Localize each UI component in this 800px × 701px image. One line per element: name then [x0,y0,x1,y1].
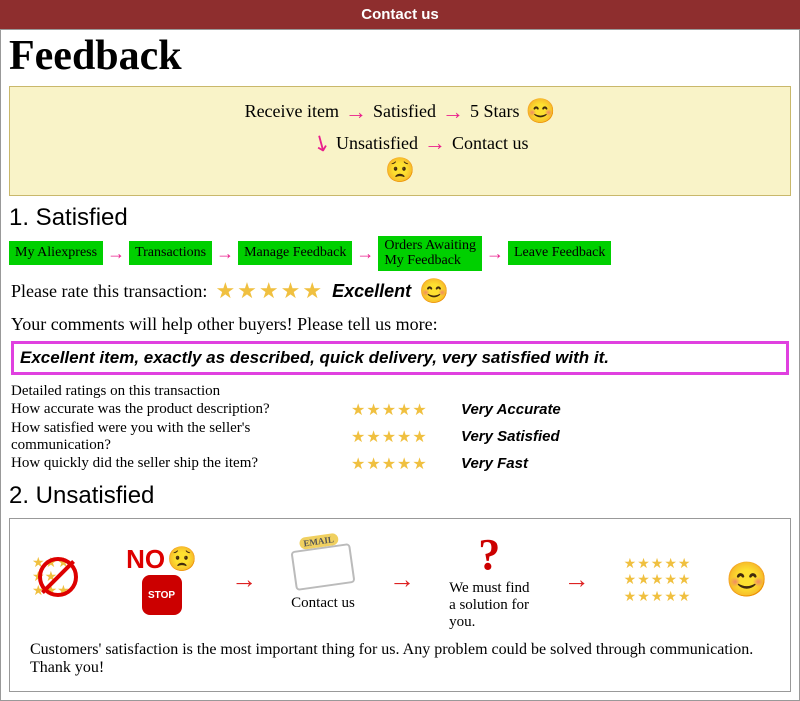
unsatisfied-box: ★★★★★★★★ NO 😟 STOP → Contact us → ? We m… [9,518,791,692]
stars-icon: ★★★★★ [351,454,461,474]
step-item: My Aliexpress [9,241,103,265]
arrow-icon: → [424,130,446,156]
page-title: Feedback [1,30,799,82]
arrow-red-icon: → [231,564,257,595]
arrow-diag-icon: ↘ [306,127,335,159]
big-smile-icon: 😊 [726,560,768,600]
rating-val: Very Accurate [461,401,561,418]
satisfied-heading: 1. Satisfied [1,200,799,236]
arrow-icon: → [107,243,125,264]
arrow-red-icon: → [389,564,415,595]
flow-five-stars: 5 Stars [470,101,520,122]
stars-icon: ★★★★★ [215,278,324,304]
rate-row: Please rate this transaction: ★★★★★ Exce… [1,271,799,312]
main-container: Feedback Receive item → Satisfied → 5 St… [0,29,800,701]
feedback-flow-box: Receive item → Satisfied → 5 Stars 😊 ↘ U… [9,86,791,196]
contact-block: Contact us [291,547,355,612]
arrow-icon: → [442,99,464,125]
rating-q: How quickly did the seller ship the item… [11,455,351,472]
flow-satisfied: Satisfied [373,101,436,122]
satisfied-steps: My Aliexpress → Transactions → Manage Fe… [1,236,799,271]
question-icon: ? [478,529,500,580]
no-stars-icon: ★★★★★★★★ [32,555,92,605]
footer-text: Customers' satisfaction is the most impo… [20,631,780,681]
email-icon [291,543,356,591]
stars-icon: ★★★★★ [351,427,461,447]
star-grid-icon: ★★★★★★★★★★★★★★★ [624,555,692,605]
comments-prompt: Your comments will help other buyers! Pl… [1,312,799,337]
rating-row: How satisfied were you with the seller's… [11,420,789,454]
unsat-flow: ★★★★★★★★ NO 😟 STOP → Contact us → ? We m… [20,529,780,631]
step-item: Transactions [129,241,212,265]
flow-receive: Receive item [245,101,339,122]
thinking-icon: 😟 [385,158,415,184]
rating-val: Very Satisfied [461,428,560,445]
arrow-icon: → [216,243,234,264]
rating-q: How satisfied were you with the seller's… [11,420,351,454]
no-label: NO [126,544,165,575]
arrow-red-icon: → [564,564,590,595]
flow-unsatisfied: Unsatisfied [336,133,418,154]
thinking-emoji-row: 😟 [30,156,770,185]
no-block: NO 😟 STOP [126,544,197,615]
arrow-icon: → [486,243,504,264]
rating-row: How quickly did the seller ship the item… [11,454,789,474]
header-bar: Contact us [0,0,800,29]
step-item: Orders AwaitingMy Feedback [378,236,482,271]
rating-row: How accurate was the product description… [11,400,789,420]
rating-val: Very Fast [461,455,528,472]
excellent-label: Excellent [332,281,411,302]
solution-block: ? We must find a solution for you. [449,529,529,631]
comment-box: Excellent item, exactly as described, qu… [11,341,789,375]
solution-label: We must find a solution for you. [449,580,529,631]
happy-icon: 😊 [419,277,449,306]
flow-contact: Contact us [452,133,529,154]
rating-q: How accurate was the product description… [11,401,351,418]
unsatisfied-heading: 2. Unsatisfied [1,478,799,514]
flow-row-2: ↘ Unsatisfied → Contact us [70,130,770,156]
detail-heading: Detailed ratings on this transaction [11,383,789,400]
arrow-icon: → [345,99,367,125]
stop-icon: STOP [142,575,182,615]
smile-icon: 😊 [526,97,556,126]
header-title: Contact us [361,6,439,23]
detailed-ratings: Detailed ratings on this transaction How… [1,379,799,478]
arrow-icon: → [356,243,374,264]
contact-label: Contact us [291,595,355,612]
rate-label: Please rate this transaction: [11,281,207,302]
step-item: Manage Feedback [238,241,352,265]
step-item: Leave Feedback [508,241,611,265]
worry-icon: 😟 [167,545,197,574]
flow-row-1: Receive item → Satisfied → 5 Stars 😊 [30,97,770,126]
stars-icon: ★★★★★ [351,400,461,420]
